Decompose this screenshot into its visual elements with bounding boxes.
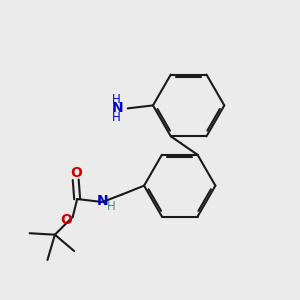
Text: H: H	[111, 111, 120, 124]
Text: N: N	[97, 194, 108, 208]
Text: O: O	[70, 166, 82, 180]
Text: O: O	[60, 213, 72, 227]
Text: H: H	[107, 200, 116, 213]
Text: N: N	[112, 101, 123, 116]
Text: H: H	[111, 93, 120, 106]
